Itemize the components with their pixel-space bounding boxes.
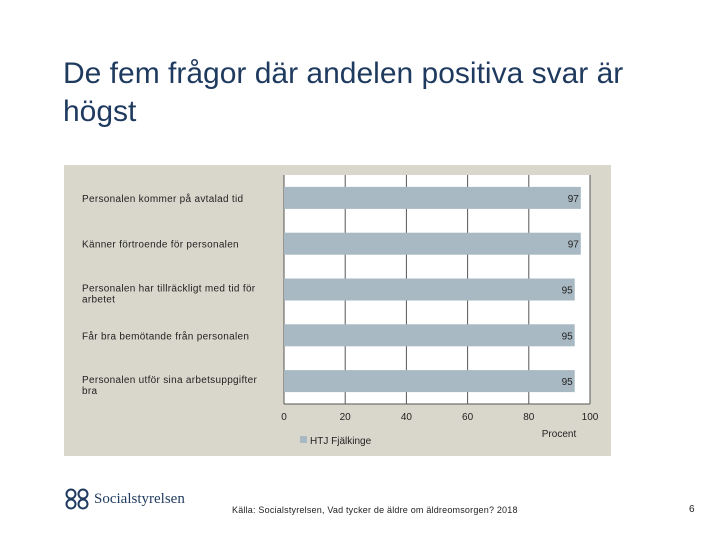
socialstyrelsen-logo-icon bbox=[65, 488, 89, 510]
category-label-line: Personalen utför sina arbetsuppgifter bbox=[82, 375, 257, 386]
bar-chart: 97 97 95 95 95 Personalen kommer på avtalad … bbox=[82, 175, 599, 447]
bar-value-label: 97 bbox=[568, 240, 580, 251]
x-tick-label: 40 bbox=[401, 412, 413, 423]
x-axis-label: Procent bbox=[542, 429, 577, 440]
x-tick-label: 20 bbox=[340, 412, 352, 423]
category-label-line: Personalen kommer på avtalad tid bbox=[82, 193, 243, 205]
bar-value-label: 95 bbox=[562, 377, 574, 388]
x-tick-label: 100 bbox=[582, 412, 599, 423]
page-number: 6 bbox=[689, 504, 695, 515]
category-label-line: arbetet bbox=[82, 295, 115, 306]
bar bbox=[284, 186, 581, 209]
category-label-line: Känner förtroende för personalen bbox=[82, 240, 239, 251]
chart-panel: 97 97 95 95 95 Personalen kommer på avtalad … bbox=[64, 165, 611, 456]
source-text: Källa: Socialstyrelsen, Vad tycker de äl… bbox=[232, 505, 518, 515]
bar-value-label: 97 bbox=[568, 194, 580, 205]
bar bbox=[284, 278, 575, 301]
x-tick-label: 0 bbox=[281, 412, 287, 423]
legend-label: HTJ Fjälkinge bbox=[310, 436, 372, 447]
bar bbox=[284, 324, 575, 347]
legend-swatch bbox=[300, 436, 307, 443]
category-label-line: Får bra bemötande från personalen bbox=[82, 330, 249, 342]
bar-value-label: 95 bbox=[562, 331, 574, 342]
category-label: Personalen har tillräckligt med tid för a… bbox=[82, 284, 256, 306]
category-label: Känner förtroende för personalen bbox=[82, 240, 239, 251]
footer-logo: Socialstyrelsen bbox=[64, 488, 185, 510]
x-tick-label: 80 bbox=[523, 412, 535, 423]
bar bbox=[284, 232, 581, 255]
logo-text: Socialstyrelsen bbox=[94, 490, 185, 507]
slide-title: De fem frågor där andelen positiva svar … bbox=[63, 57, 624, 128]
category-label-line: Personalen har tillräckligt med tid för bbox=[82, 284, 256, 295]
category-label: Personalen kommer på avtalad tid bbox=[82, 193, 243, 205]
category-labels: Personalen kommer på avtalad tid Känner f… bbox=[82, 193, 257, 397]
legend: HTJ Fjälkinge bbox=[300, 436, 372, 447]
category-label: Får bra bemötande från personalen bbox=[82, 330, 249, 342]
category-label-line: bra bbox=[82, 386, 97, 397]
bars: 97 97 95 95 95 bbox=[284, 186, 581, 393]
bar-value-label: 95 bbox=[562, 286, 574, 297]
bar bbox=[284, 370, 575, 393]
x-tick-labels: 0 20 40 60 80 100 bbox=[281, 412, 599, 423]
category-label: Personalen utför sina arbetsuppgifter bra bbox=[82, 375, 257, 397]
x-tick-label: 60 bbox=[462, 412, 474, 423]
